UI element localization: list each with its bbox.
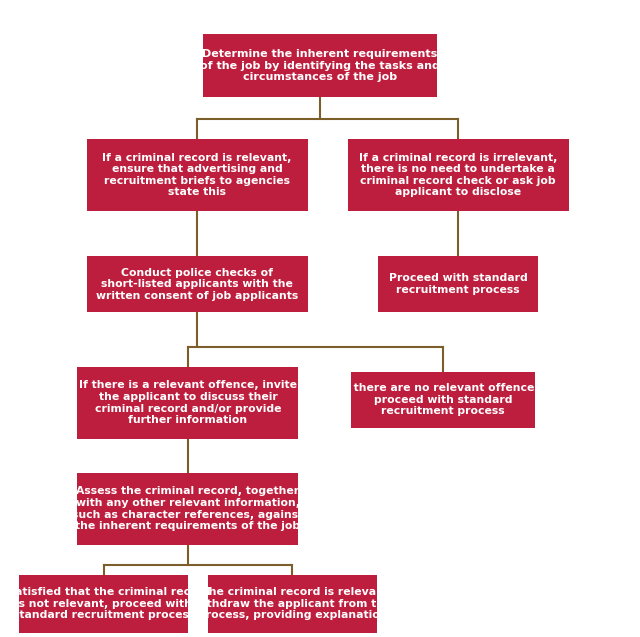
FancyBboxPatch shape [348,139,569,211]
Text: Determine the inherent requirements
of the job by identifying the tasks and
circ: Determine the inherent requirements of t… [200,49,440,82]
Text: Conduct police checks of
short-listed applicants with the
written consent of job: Conduct police checks of short-listed ap… [96,268,298,301]
Text: If satisfied that the criminal record
is not relevant, proceed with
standard rec: If satisfied that the criminal record is… [0,587,211,620]
Text: If there is a relevant offence, invite
the applicant to discuss their
criminal r: If there is a relevant offence, invite t… [79,380,297,425]
Text: If a criminal record is irrelevant,
there is no need to undertake a
criminal rec: If a criminal record is irrelevant, ther… [359,152,557,197]
FancyBboxPatch shape [86,139,308,211]
Text: Proceed with standard
recruitment process: Proceed with standard recruitment proces… [389,273,527,295]
FancyBboxPatch shape [351,371,535,428]
FancyBboxPatch shape [208,575,377,633]
FancyBboxPatch shape [77,473,298,545]
FancyBboxPatch shape [77,367,298,439]
FancyBboxPatch shape [204,34,436,97]
Text: If the criminal record is relevant,
withdraw the applicant from the
process, pro: If the criminal record is relevant, with… [191,587,394,620]
FancyBboxPatch shape [19,575,188,633]
Text: Assess the criminal record, together
with any other relevant information,
such a: Assess the criminal record, together wit… [72,487,303,531]
Text: If there are no relevant offences,
proceed with standard
recruitment process: If there are no relevant offences, proce… [341,383,545,416]
FancyBboxPatch shape [378,256,538,312]
FancyBboxPatch shape [86,256,308,312]
Text: If a criminal record is relevant,
ensure that advertising and
recruitment briefs: If a criminal record is relevant, ensure… [102,152,292,197]
